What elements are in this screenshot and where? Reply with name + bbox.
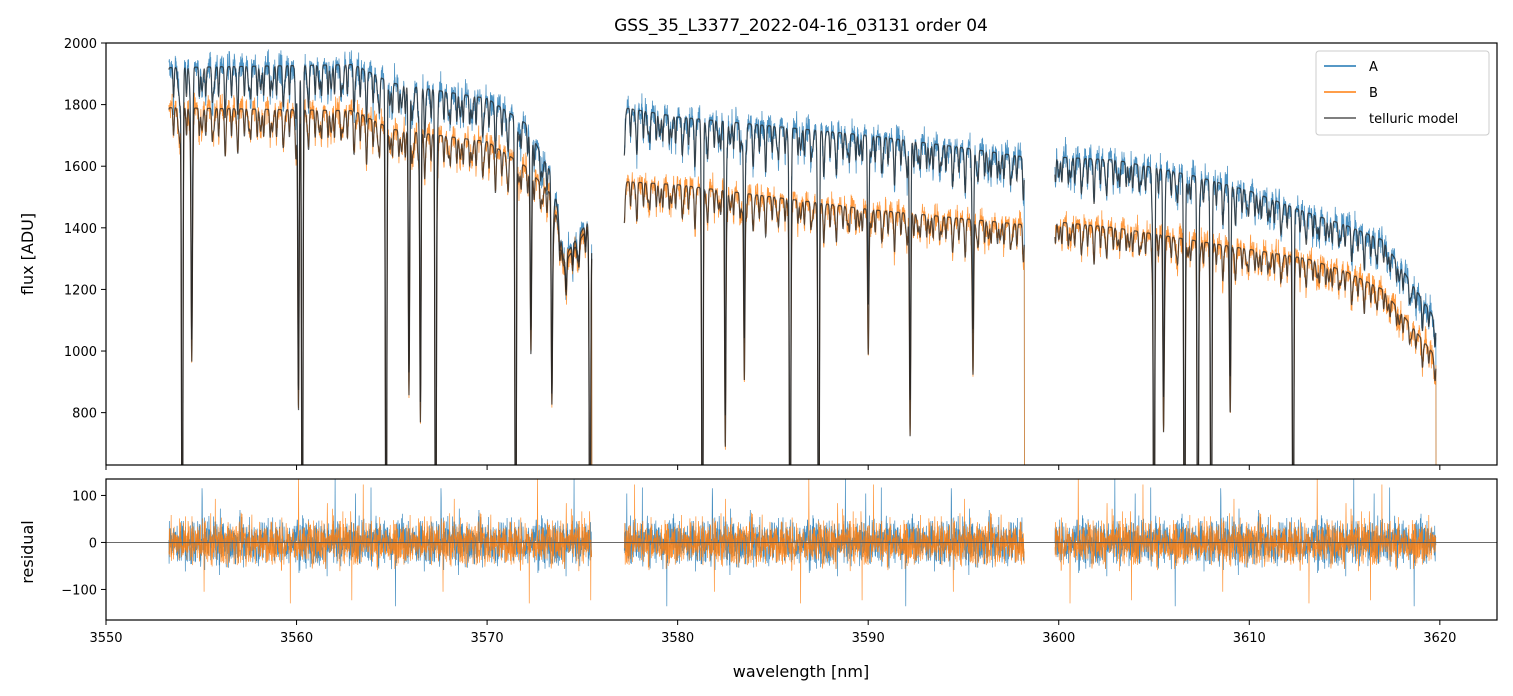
main-y-axis: 800 1000 1200 1400 1600 1800 2000 [64, 37, 106, 422]
residual-y-axis-label: residual [18, 520, 37, 583]
main-y-tick-label: 1400 [64, 222, 97, 237]
x-tick-label: 3580 [661, 631, 694, 646]
x-axis-label: wavelength [nm] [733, 662, 870, 681]
telluric-model-b-line [168, 107, 1437, 465]
residual-plot-frame [105, 478, 1498, 621]
main-y-tick-label: 1800 [64, 99, 97, 114]
main-panel: 800 1000 1200 1400 1600 1800 2000 flux [ADU] A… [18, 37, 1498, 470]
chart-title: GSS_35_L3377_2022-04-16_03131 order 04 [614, 16, 988, 36]
main-y-tick-label: 800 [72, 407, 97, 422]
x-tick-label: 3550 [89, 631, 122, 646]
legend: A B telluric model [1315, 50, 1490, 136]
residual-y-tick-label: 100 [72, 489, 97, 504]
main-plot-frame [105, 42, 1498, 466]
residual-x-axis: 3550 3560 3570 3580 3590 3600 3610 3620 [89, 620, 1456, 646]
residual-series-group [106, 479, 1497, 607]
legend-label-a: A [1369, 60, 1378, 75]
legend-label-b: B [1369, 86, 1378, 101]
main-y-tick-label: 2000 [64, 37, 97, 52]
legend-label-telluric: telluric model [1369, 112, 1458, 127]
main-y-tick-label: 1200 [64, 283, 97, 298]
main-series-group [168, 49, 1437, 465]
x-tick-label: 3590 [852, 631, 885, 646]
legend-box [1315, 50, 1490, 136]
x-tick-label: 3570 [471, 631, 504, 646]
main-y-tick-label: 1600 [64, 160, 97, 175]
main-y-tick-label: 1000 [64, 345, 97, 360]
x-tick-label: 3620 [1423, 631, 1456, 646]
main-y-axis-label: flux [ADU] [18, 213, 37, 295]
telluric-model-a-line [168, 64, 1437, 465]
x-tick-label: 3600 [1042, 631, 1075, 646]
residual-y-axis: −100 0 100 [61, 489, 106, 598]
residual-panel: −100 0 100 3550 3560 3570 3580 3590 3600 3610 362… [18, 478, 1498, 681]
residual-b-line [168, 479, 1437, 604]
residual-y-tick-label: 0 [89, 536, 97, 551]
main-x-ticks [105, 465, 1441, 470]
x-tick-label: 3560 [280, 631, 313, 646]
x-tick-label: 3610 [1233, 631, 1266, 646]
residual-y-tick-label: −100 [61, 583, 97, 598]
